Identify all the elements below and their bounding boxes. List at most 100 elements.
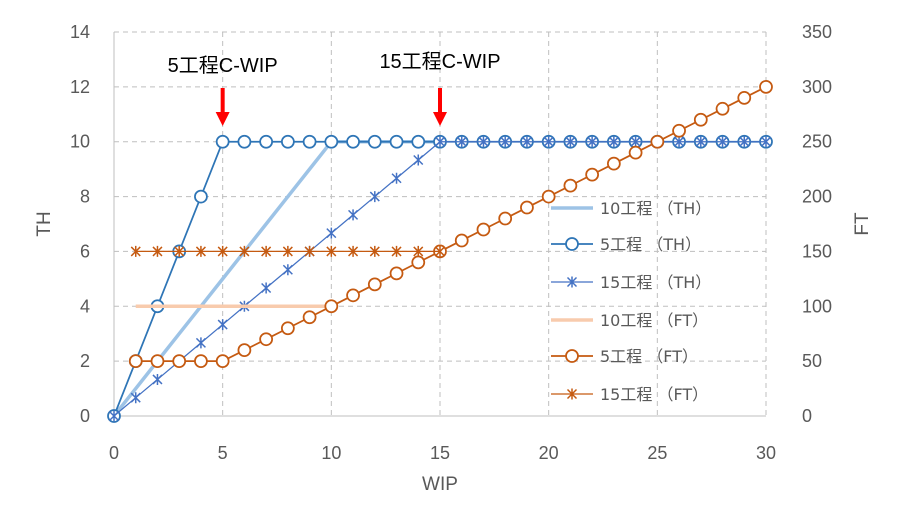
x-tick-label: 30 bbox=[756, 443, 776, 463]
y-tick-label: 8 bbox=[80, 187, 90, 207]
legend-item-6: 15工程 （FT） bbox=[551, 385, 708, 404]
data-point bbox=[304, 245, 315, 257]
data-point bbox=[760, 136, 772, 148]
data-point bbox=[280, 134, 295, 149]
y-tick-label: 10 bbox=[70, 132, 90, 152]
data-point bbox=[759, 79, 773, 94]
data-point bbox=[217, 245, 228, 257]
data-point bbox=[259, 134, 274, 149]
series-6 bbox=[130, 245, 446, 257]
data-point bbox=[608, 136, 619, 148]
x-tick-label: 15 bbox=[430, 443, 450, 463]
data-point bbox=[391, 172, 402, 184]
data-point bbox=[630, 136, 641, 148]
annotation-arrow-head bbox=[215, 112, 230, 126]
data-point bbox=[563, 178, 578, 193]
data-point bbox=[195, 337, 206, 349]
data-point bbox=[367, 134, 382, 149]
annotation-label: 5工程C-WIP bbox=[168, 54, 278, 77]
legend-label: 15工程 （FT） bbox=[600, 385, 708, 404]
data-point bbox=[128, 354, 143, 369]
legend-label: 10工程 （TH） bbox=[600, 199, 711, 218]
data-point bbox=[108, 410, 120, 422]
data-point bbox=[152, 245, 163, 257]
data-point bbox=[520, 200, 534, 215]
data-point bbox=[369, 191, 380, 203]
axis-layer: 0 2 4 6 8 10 12 14 0 50 100 150 200 250 300 350 0 5 10 15 20… bbox=[34, 22, 873, 495]
data-point bbox=[585, 167, 600, 182]
y2-tick-label: 0 bbox=[802, 406, 812, 426]
data-point bbox=[413, 154, 424, 166]
legend-item-5: 5工程 （FT） bbox=[551, 347, 698, 366]
data-point bbox=[215, 354, 230, 369]
data-point bbox=[217, 319, 228, 331]
y2-tick-label: 250 bbox=[802, 132, 832, 152]
data-point bbox=[389, 266, 404, 281]
data-point bbox=[693, 112, 708, 127]
legend-label: 5工程 （FT） bbox=[600, 347, 698, 366]
data-point bbox=[587, 136, 598, 148]
x-tick-label: 10 bbox=[321, 443, 341, 463]
data-point bbox=[215, 134, 230, 149]
data-point bbox=[130, 245, 141, 257]
y2-tick-label: 150 bbox=[802, 241, 832, 261]
y2-tick-label: 300 bbox=[802, 77, 832, 97]
x-tick-label: 20 bbox=[539, 443, 559, 463]
y2-tick-label: 200 bbox=[802, 187, 832, 207]
data-point bbox=[717, 136, 728, 148]
data-point bbox=[237, 134, 252, 149]
data-point bbox=[324, 299, 339, 314]
legend-item-1: 10工程 （TH） bbox=[551, 199, 711, 218]
data-point bbox=[715, 101, 730, 116]
data-point bbox=[324, 134, 339, 149]
data-point bbox=[454, 233, 469, 248]
legend-marker bbox=[565, 349, 579, 363]
data-point bbox=[695, 136, 706, 148]
y2-tick-label: 100 bbox=[802, 296, 832, 316]
data-point bbox=[172, 354, 187, 369]
legend-marker bbox=[566, 388, 578, 400]
data-point bbox=[541, 189, 556, 204]
data-point bbox=[302, 310, 317, 325]
data-point bbox=[194, 189, 208, 204]
data-point bbox=[261, 245, 272, 257]
data-point bbox=[174, 245, 185, 257]
y-tick-label: 4 bbox=[80, 296, 90, 316]
data-point bbox=[302, 134, 317, 149]
legend-label: 15工程 （TH） bbox=[600, 273, 711, 292]
data-point bbox=[434, 245, 446, 257]
legend-label: 5工程 （TH） bbox=[600, 235, 701, 254]
data-point bbox=[195, 245, 206, 257]
data-point bbox=[367, 277, 382, 292]
data-point bbox=[674, 136, 685, 148]
y-tick-label: 2 bbox=[80, 351, 90, 371]
data-point bbox=[543, 136, 554, 148]
data-point bbox=[152, 373, 163, 385]
y2-axis-title: FT bbox=[852, 212, 873, 236]
data-point bbox=[391, 245, 402, 257]
data-point bbox=[326, 227, 337, 239]
data-point bbox=[476, 222, 491, 237]
data-point bbox=[650, 134, 665, 149]
data-point bbox=[434, 136, 446, 148]
annotation-label: 15工程C-WIP bbox=[379, 50, 500, 73]
data-point bbox=[346, 134, 360, 149]
data-point bbox=[389, 134, 404, 149]
data-point bbox=[261, 282, 272, 294]
data-point bbox=[478, 136, 489, 148]
legend: 10工程 （TH） 5工程 （TH） 15工程 （TH） 10工程 （FT） 5工程 （… bbox=[551, 199, 711, 404]
series-layer bbox=[107, 79, 773, 423]
data-point bbox=[628, 145, 643, 160]
data-point bbox=[237, 343, 252, 358]
data-point bbox=[194, 354, 208, 369]
x-tick-label: 5 bbox=[218, 443, 228, 463]
data-point bbox=[130, 392, 141, 404]
data-point bbox=[282, 245, 293, 257]
legend-item-2: 5工程 （TH） bbox=[551, 235, 701, 254]
data-point bbox=[326, 245, 337, 257]
annotation-layer: 5工程C-WIP 15工程C-WIP bbox=[168, 50, 501, 126]
y-tick-label: 0 bbox=[80, 406, 90, 426]
annotation-arrow-head bbox=[433, 112, 447, 126]
